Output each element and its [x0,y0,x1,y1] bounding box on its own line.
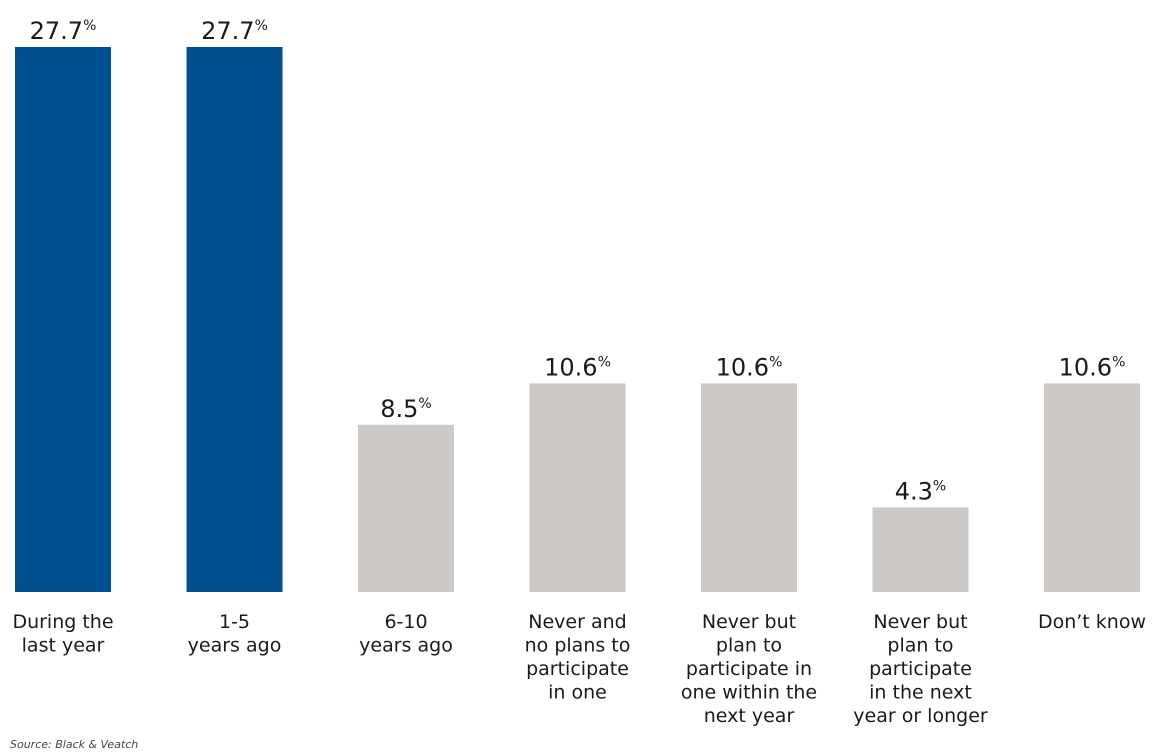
bar-3 [358,424,454,592]
bar-6 [872,507,969,592]
category-label-3: 6-10 years ago [359,611,453,657]
category-label-2: 1-5 years ago [188,611,282,657]
value-label-4: 10.6% [544,353,611,381]
bar-5 [701,383,797,592]
value-label-2: 27.7% [201,17,268,45]
value-label-3: 8.5% [380,395,431,423]
bar-4 [529,383,626,592]
value-label-6: 4.3% [895,477,946,505]
value-label-7: 10.6% [1059,353,1126,381]
value-label-5: 10.6% [716,353,783,381]
value-label-1: 27.7% [30,17,97,45]
category-label-5: Never but plan to participate in one within… [681,611,817,727]
bar-1 [15,47,111,592]
category-label-6: Never but plan to participate in the next ye… [853,611,988,727]
bar-7 [1044,383,1140,592]
bar-2 [186,47,283,592]
category-label-1: During the last year [12,611,113,657]
category-label-7: Don’t know [1038,611,1146,633]
category-label-4: Never and no plans to participate in one [525,611,631,704]
source-note: Source: Black & Veatch [10,738,139,751]
